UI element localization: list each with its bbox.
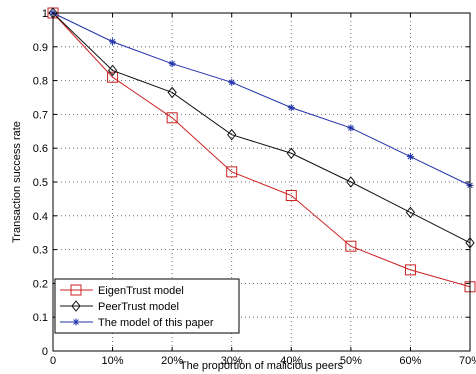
data-point-star — [72, 318, 80, 326]
data-point-diamond — [405, 206, 416, 219]
axis-ticks: 0 10% 20% 30% 40% 50% 60% 70% 0 0.1 0.2 0.3 0.4 0.5 0.… — [33, 8, 476, 367]
x-tick-label: 40% — [280, 355, 302, 367]
y-tick-label: 1 — [42, 8, 48, 20]
y-tick-label: 0.4 — [33, 211, 48, 223]
x-tick-label: 20% — [161, 355, 183, 367]
legend-entry: EigenTrust model — [98, 285, 184, 297]
legend: EigenTrust model PeerTrust model The model… — [54, 278, 240, 334]
y-tick-label: 0 — [42, 346, 48, 358]
data-point-square — [345, 240, 357, 252]
series-line — [52, 12, 471, 244]
data-point-square — [226, 166, 238, 178]
x-tick-label: 30% — [221, 355, 243, 367]
data-point-square — [285, 190, 297, 202]
x-tick-label: 70% — [459, 355, 476, 367]
data-point-diamond — [346, 176, 356, 188]
data-point-diamond — [286, 147, 296, 160]
data-point-diamond — [227, 128, 237, 141]
x-tick-label: 50% — [340, 355, 362, 367]
data-point-star — [406, 153, 414, 161]
y-tick-label: 0.2 — [33, 278, 48, 290]
y-tick-label: 0.1 — [33, 312, 48, 324]
y-axis-label: Transaction success rate — [11, 121, 23, 243]
data-point-star — [228, 78, 236, 86]
x-axis-label: The proportion of malicious peers — [180, 360, 344, 372]
data-point-star — [168, 60, 176, 68]
y-tick-label: 0.5 — [33, 177, 48, 189]
data-point-square — [404, 264, 416, 276]
data-point-square — [107, 71, 119, 83]
data-point-star — [109, 38, 117, 46]
y-tick-label: 0.7 — [33, 109, 48, 121]
series-line — [52, 12, 471, 186]
x-tick-label: 60% — [399, 355, 421, 367]
data-point-diamond — [167, 86, 177, 99]
y-tick-label: 0.8 — [33, 76, 48, 88]
y-tick-label: 0.3 — [33, 245, 48, 257]
y-tick-label: 0.6 — [33, 143, 48, 155]
series-line — [52, 12, 471, 288]
x-tick-label: 10% — [102, 355, 124, 367]
y-tick-label: 0.9 — [33, 42, 48, 54]
legend-entry: The model of this paper — [98, 317, 214, 329]
x-tick-label: 0 — [50, 355, 56, 367]
data-point-square — [70, 284, 82, 296]
data-point-square — [166, 112, 178, 124]
data-point-star — [347, 124, 355, 132]
legend-entry: PeerTrust model — [98, 301, 179, 313]
series-lines — [47, 7, 476, 293]
data-point-diamond — [107, 64, 118, 77]
data-point-diamond — [71, 300, 81, 312]
data-point-star — [287, 104, 295, 112]
